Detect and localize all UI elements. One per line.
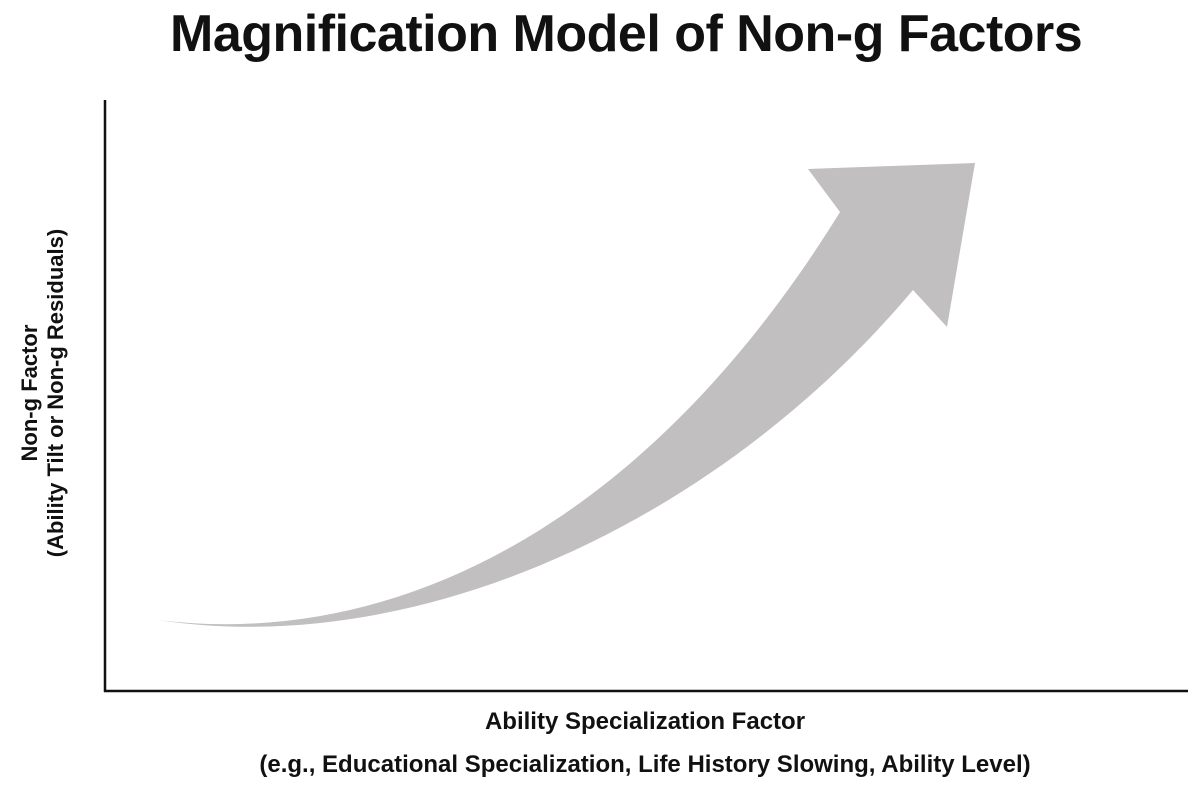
curved-arrow-icon <box>158 163 975 627</box>
diagram-title: Magnification Model of Non-g Factors <box>170 5 1083 63</box>
x-axis-sublabel: (e.g., Educational Specialization, Life … <box>259 751 1031 778</box>
axes <box>103 100 1188 693</box>
y-axis-label-block: Non-g Factor (Ability Tilt or Non-g Resi… <box>17 113 69 673</box>
y-axis-sublabel: (Ability Tilt or Non-g Residuals) <box>43 228 68 558</box>
y-axis-label: Non-g Factor <box>17 324 42 462</box>
x-axis-label: Ability Specialization Factor <box>484 708 806 735</box>
